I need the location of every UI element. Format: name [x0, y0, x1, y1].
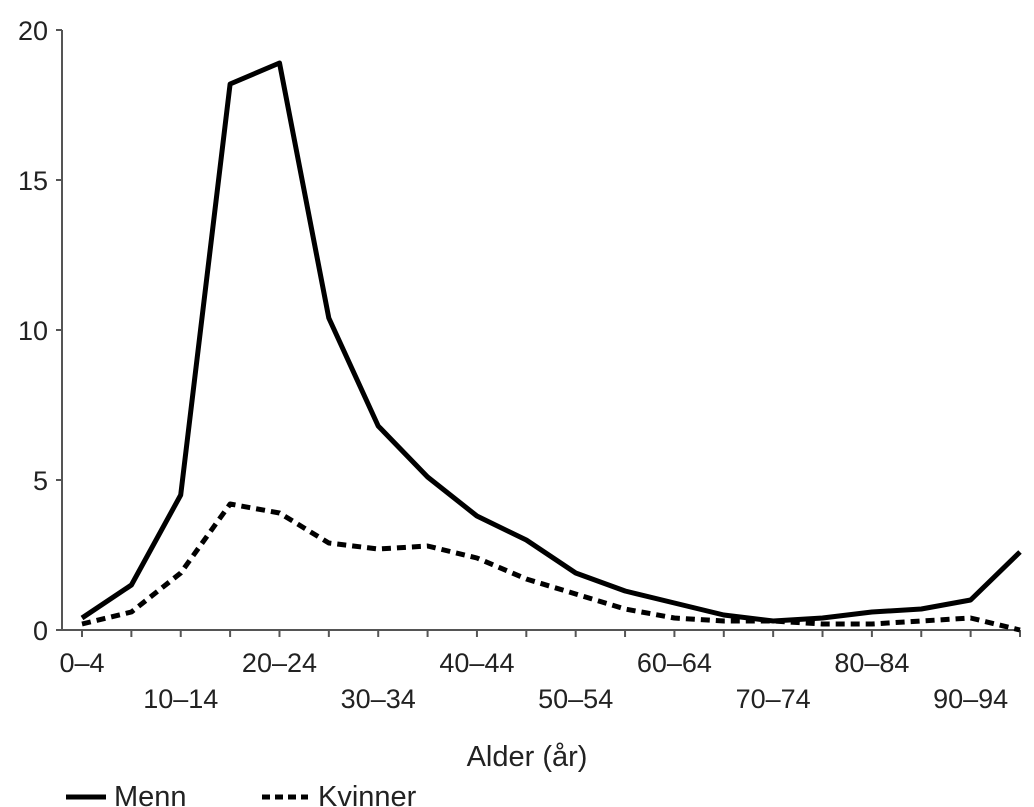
legend-item-menn: Menn: [66, 781, 187, 807]
x-tick-label: 90–94: [933, 684, 1008, 714]
series-line-menn: [80, 60, 1022, 624]
x-tick-label: 10–14: [143, 684, 218, 714]
legend-label-menn: Menn: [114, 781, 187, 807]
series-group: [80, 60, 1022, 633]
y-tick-label: 20: [18, 16, 48, 46]
x-ticks: 0–4 20–24 40–44 60–64 80–84 10–14 30–34 50–54 70…: [59, 630, 1021, 714]
x-tick-label: 60–64: [637, 648, 712, 678]
y-tick-label: 10: [18, 316, 48, 346]
y-tick-label: 0: [33, 616, 48, 646]
x-tick-label: 80–84: [834, 648, 909, 678]
x-tick-label: 0–4: [59, 648, 104, 678]
x-axis-title: Alder (år): [467, 741, 588, 773]
y-tick-label: 15: [18, 166, 48, 196]
x-tick-label: 40–44: [439, 648, 514, 678]
y-tick-label: 5: [33, 466, 48, 496]
legend-item-kvinner: Kvinner: [262, 781, 417, 807]
x-tick-label: 50–54: [538, 684, 613, 714]
legend-label-kvinner: Kvinner: [318, 781, 417, 807]
legend: Menn Kvinner: [66, 781, 417, 807]
x-tick-label: 20–24: [242, 648, 317, 678]
x-tick-label: 70–74: [736, 684, 811, 714]
x-tick-label: 30–34: [341, 684, 416, 714]
y-ticks: 0 5 10 15 20: [18, 16, 62, 646]
